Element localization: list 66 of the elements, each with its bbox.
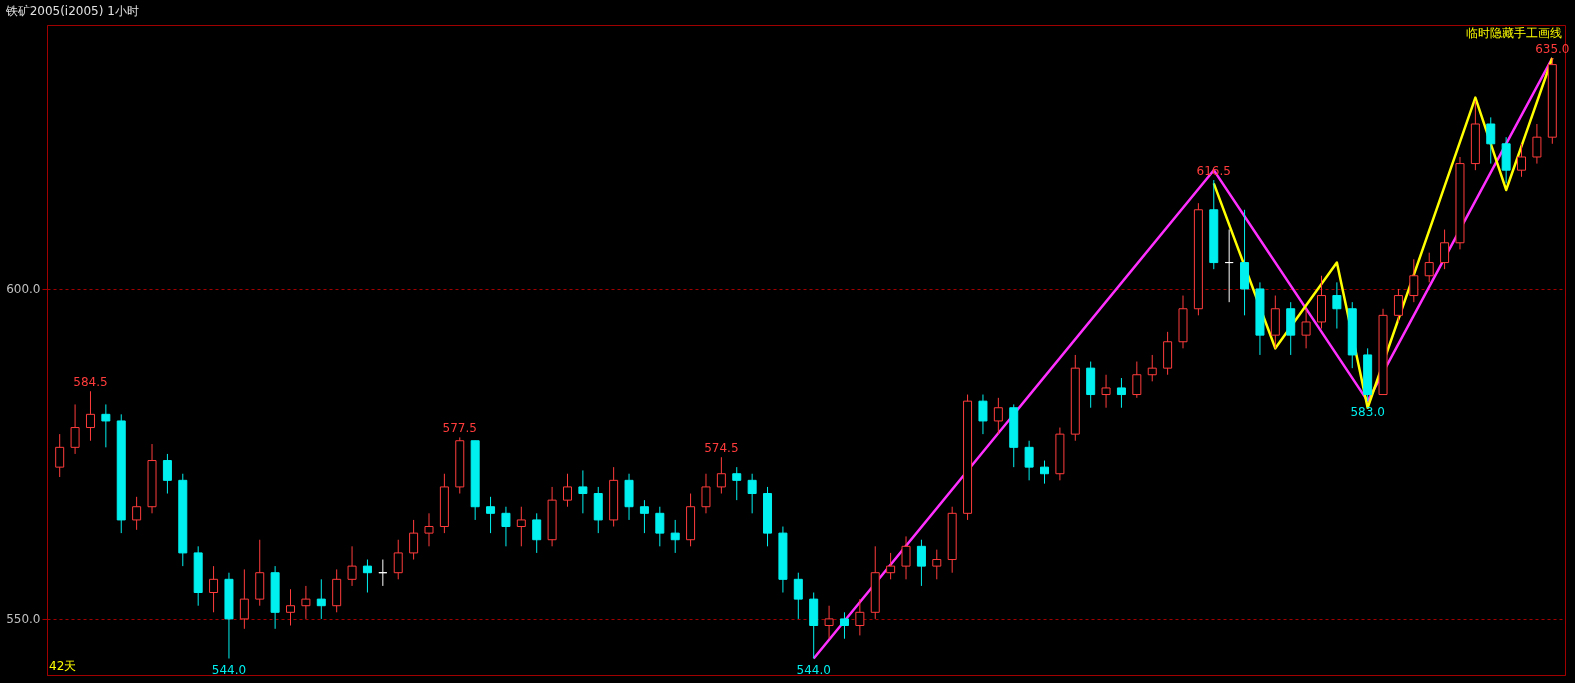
candlestick (886, 552, 896, 580)
candlestick (286, 588, 296, 627)
candlestick (1393, 288, 1403, 323)
candlestick (1532, 123, 1542, 165)
candlestick (1440, 229, 1450, 270)
candlestick (1517, 143, 1527, 178)
candlestick (855, 598, 865, 636)
chart-title: 铁矿2005(i2005) 1小时 (4, 4, 139, 19)
candlestick (1132, 361, 1142, 399)
candlestick (916, 539, 926, 587)
candlestick (1332, 281, 1342, 330)
candlestick (578, 469, 588, 514)
candlestick (239, 568, 249, 630)
candlestick (824, 605, 834, 640)
y-tick-label: 600.0 (6, 282, 41, 297)
candlestick (732, 466, 742, 501)
candlestick (839, 611, 849, 640)
candlestick (301, 585, 311, 620)
candlestick (1101, 374, 1111, 409)
candlestick (55, 433, 65, 478)
candlestick (562, 473, 572, 508)
candlestick (347, 545, 357, 587)
candlestick (1301, 308, 1311, 349)
candlestick (901, 535, 911, 580)
candlestick (501, 506, 511, 547)
candlestick (993, 397, 1003, 435)
candlestick (639, 499, 649, 534)
candlestick (70, 403, 80, 455)
candlestick (101, 403, 111, 448)
annotation: 574.5 (704, 441, 739, 456)
candlestick (793, 572, 803, 620)
annotation: 583.0 (1350, 405, 1385, 420)
candlestick (162, 453, 172, 495)
candlestick (486, 496, 496, 534)
candlestick (716, 456, 726, 495)
annotation: 42天 (49, 659, 77, 673)
candlestick (132, 496, 142, 531)
annotation: 临时隐藏手工画线 (1466, 26, 1562, 40)
annotation: 616.5 (1196, 164, 1231, 179)
annotation: 544.0 (211, 662, 247, 677)
candlestick (978, 394, 988, 435)
candlestick (1024, 440, 1034, 481)
candlestick (1409, 258, 1419, 303)
candlestick (424, 512, 434, 547)
candlestick (655, 506, 665, 547)
annotation: 577.5 (442, 421, 477, 436)
candlestick (1424, 252, 1434, 283)
candlestick (85, 390, 95, 442)
candlestick (362, 559, 372, 594)
y-tick-label: 550.0 (6, 612, 41, 627)
candlestick (532, 512, 542, 554)
candlestick (670, 519, 680, 554)
candlestick (932, 549, 942, 580)
candlestick (1116, 377, 1126, 409)
candlestick (409, 519, 419, 561)
candlestick (1040, 460, 1050, 485)
candlestick (747, 473, 757, 514)
candlestick (316, 578, 326, 620)
candlestick (1486, 116, 1496, 165)
candlestick (1147, 354, 1157, 382)
annotation: 584.5 (73, 375, 108, 390)
candlestick (209, 565, 219, 613)
annotation: 544.0 (796, 662, 831, 677)
candlestick (701, 473, 711, 514)
candlestick (516, 506, 526, 547)
candlestick (393, 539, 403, 580)
